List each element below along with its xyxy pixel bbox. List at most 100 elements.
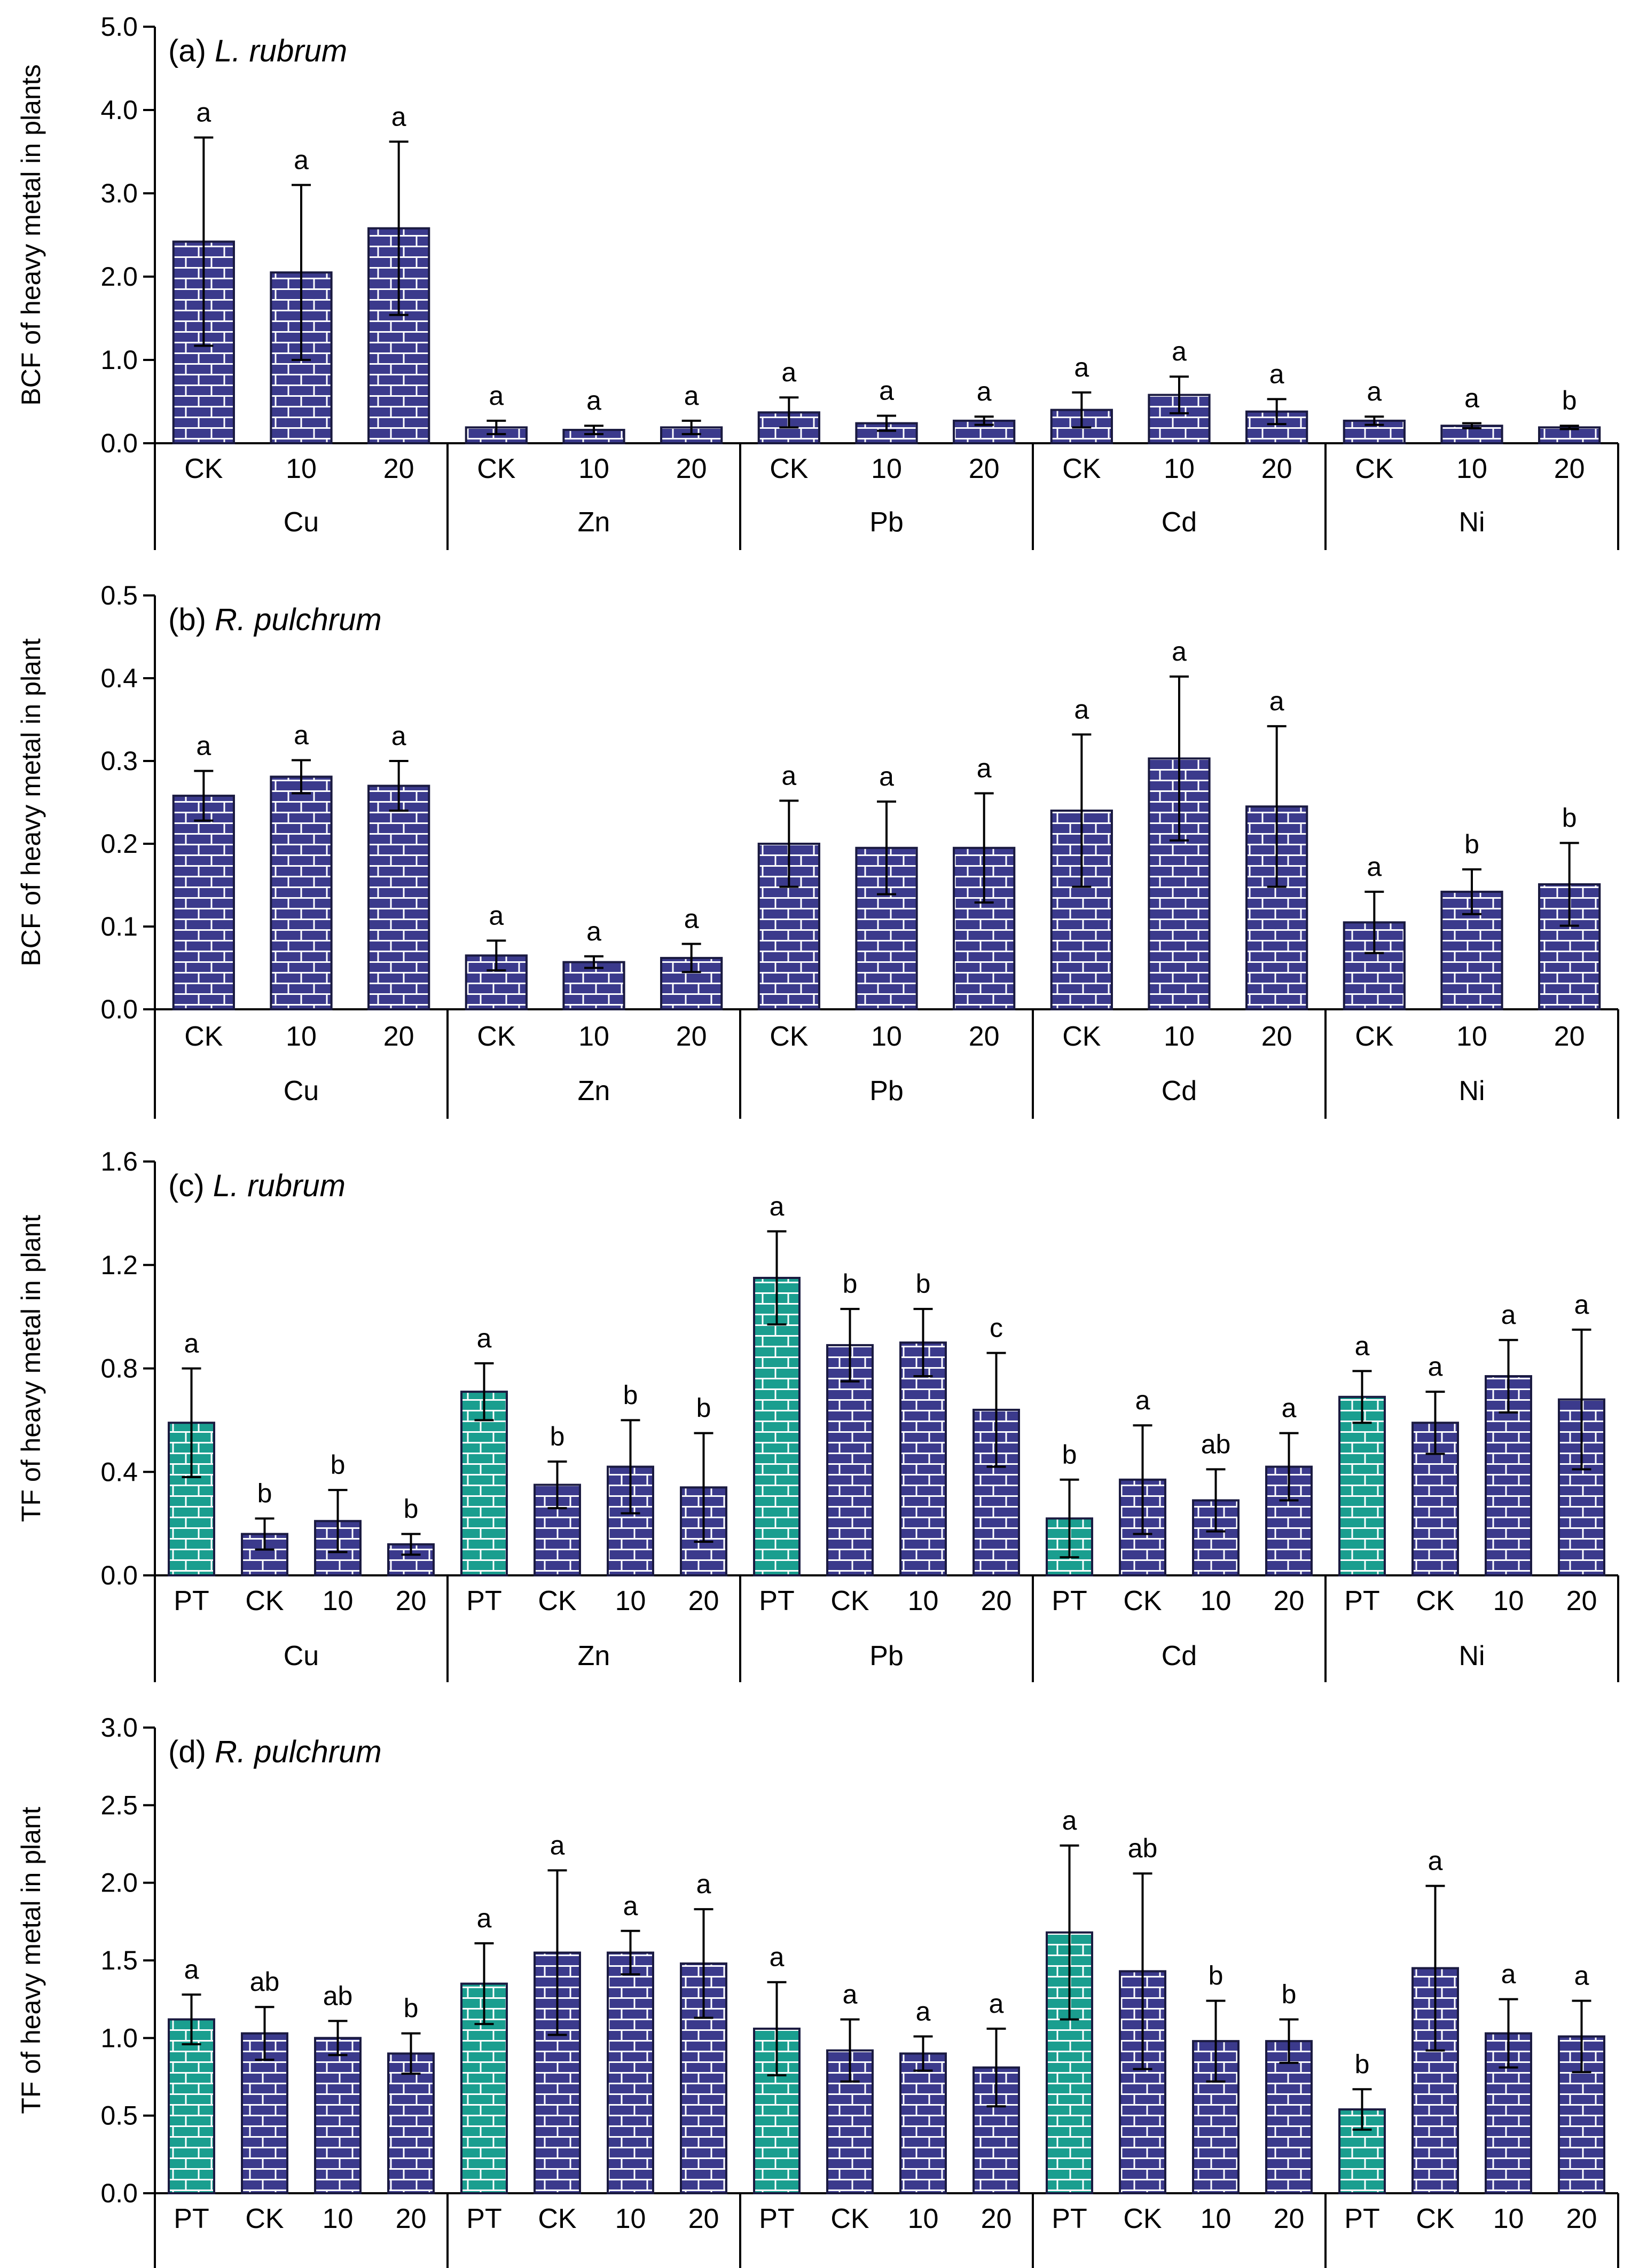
category-label: CK (830, 1586, 869, 1616)
category-label: 20 (1261, 453, 1292, 484)
significance-letter: a (879, 376, 894, 406)
group-label: Cu (284, 1641, 319, 1671)
panel-title: (c) L. rubrum (168, 1168, 346, 1203)
chart-panel-2: 0.0 0.4 0.8 1.2 1.6 TF of heavy metal in plan… (16, 1147, 1619, 1682)
category-label: 10 (1164, 453, 1195, 484)
panel-title: (a) L. rubrum (168, 34, 347, 68)
significance-letter: a (684, 904, 699, 934)
category-label: CK (1123, 2203, 1162, 2234)
significance-letter: a (184, 1329, 199, 1359)
significance-letter: b (257, 1478, 272, 1508)
category-label: PT (1052, 1586, 1087, 1616)
y-tick-label: 0.4 (100, 663, 138, 693)
chart-panel-3: 0.0 0.5 1.0 1.5 2.0 2.5 3.0 TF of heavy metal i… (16, 1713, 1619, 2268)
category-label: 20 (383, 453, 414, 484)
y-tick-label: 0.0 (100, 428, 138, 458)
bar (899, 2052, 947, 2194)
y-tick-label: 1.0 (100, 2023, 138, 2053)
category-label: 10 (1456, 1021, 1487, 1052)
group-label: Cd (1162, 1076, 1197, 1106)
panel-title: (b) R. pulchrum (168, 602, 382, 637)
significance-letter: a (1074, 694, 1089, 724)
significance-letter: c (990, 1313, 1003, 1343)
significance-letter: a (916, 1996, 931, 2026)
chart-panel-1: 0.0 0.1 0.2 0.3 0.4 0.5 BCF of heavy metal in … (16, 580, 1619, 1119)
significance-letter: b (1464, 829, 1479, 859)
significance-letter: a (977, 753, 992, 783)
category-label: 10 (615, 2203, 646, 2234)
category-label: CK (538, 1586, 577, 1616)
category-label: PT (1344, 2203, 1379, 2234)
significance-letter: ab (1128, 1833, 1158, 1863)
category-label: 10 (908, 2203, 939, 2234)
significance-letter: a (684, 381, 699, 411)
significance-letter: a (1428, 1352, 1443, 1382)
significance-letter: b (843, 1269, 858, 1299)
category-label: 10 (908, 1586, 939, 1616)
significance-letter: ab (1201, 1429, 1231, 1459)
category-label: 10 (286, 453, 317, 484)
species-name: R. pulchrum (215, 1735, 382, 1769)
category-label: 20 (688, 2203, 719, 2234)
category-label: CK (184, 1021, 223, 1052)
species-name: L. rubrum (213, 1168, 346, 1203)
y-tick-label: 1.6 (100, 1147, 138, 1176)
y-tick-label: 0.2 (100, 829, 138, 859)
significance-letter: a (477, 1323, 492, 1353)
category-label: 10 (323, 1586, 354, 1616)
significance-letter: a (1074, 352, 1089, 382)
group-label: Pb (869, 507, 904, 538)
bar (1558, 2035, 1605, 2195)
category-label: PT (1344, 1586, 1379, 1616)
y-tick-label: 0.1 (100, 912, 138, 941)
category-label: CK (1416, 1586, 1455, 1616)
significance-letter: a (196, 731, 211, 761)
category-label: CK (1123, 1586, 1162, 1616)
category-label: CK (184, 453, 223, 484)
bar (562, 961, 625, 1011)
category-label: 20 (1274, 1586, 1305, 1616)
bar (753, 1276, 801, 1576)
group-label: Ni (1458, 1641, 1485, 1671)
y-tick-label: 1.0 (100, 345, 138, 375)
y-axis-label: TF of heavy metal in plant (16, 1807, 46, 2114)
category-label: 20 (969, 1021, 1000, 1052)
significance-letter: a (489, 900, 504, 930)
group-label: Cu (284, 507, 319, 538)
group-label: Zn (578, 507, 610, 538)
category-label: PT (759, 1586, 794, 1616)
bar (1192, 1499, 1240, 1576)
significance-letter: ab (250, 1967, 280, 1997)
significance-letter: b (1355, 2049, 1370, 2079)
significance-letter: b (1062, 1440, 1077, 1470)
y-tick-label: 5.0 (100, 12, 138, 42)
y-tick-label: 0.8 (100, 1354, 138, 1384)
y-axis-label: TF of heavy metal in plant (16, 1215, 46, 1522)
panel-label: (b) (168, 602, 215, 637)
category-label: PT (466, 1586, 501, 1616)
category-label: PT (1052, 2203, 1087, 2234)
significance-letter: a (1501, 1959, 1516, 1989)
bar (1338, 1395, 1386, 1576)
significance-letter: a (391, 721, 406, 751)
category-label: 10 (1493, 1586, 1524, 1616)
y-tick-label: 4.0 (100, 95, 138, 125)
significance-letter: b (404, 1494, 419, 1524)
category-label: 20 (1261, 1021, 1292, 1052)
category-label: CK (245, 2203, 284, 2234)
significance-letter: b (1562, 803, 1577, 833)
significance-letter: a (1367, 852, 1382, 882)
significance-letter: a (770, 1942, 785, 1972)
significance-letter: a (1428, 1846, 1443, 1875)
category-label: 20 (1274, 2203, 1305, 2234)
y-tick-label: 0.3 (100, 746, 138, 776)
group-label: Cd (1162, 1641, 1197, 1671)
category-label: 20 (1554, 453, 1585, 484)
group-label: Pb (869, 1076, 904, 1106)
significance-letter: b (1209, 1961, 1224, 1991)
category-label: 20 (396, 2203, 427, 2234)
category-label: 20 (969, 453, 1000, 484)
category-label: 20 (676, 453, 707, 484)
bar (314, 2037, 362, 2194)
bar (270, 775, 333, 1010)
